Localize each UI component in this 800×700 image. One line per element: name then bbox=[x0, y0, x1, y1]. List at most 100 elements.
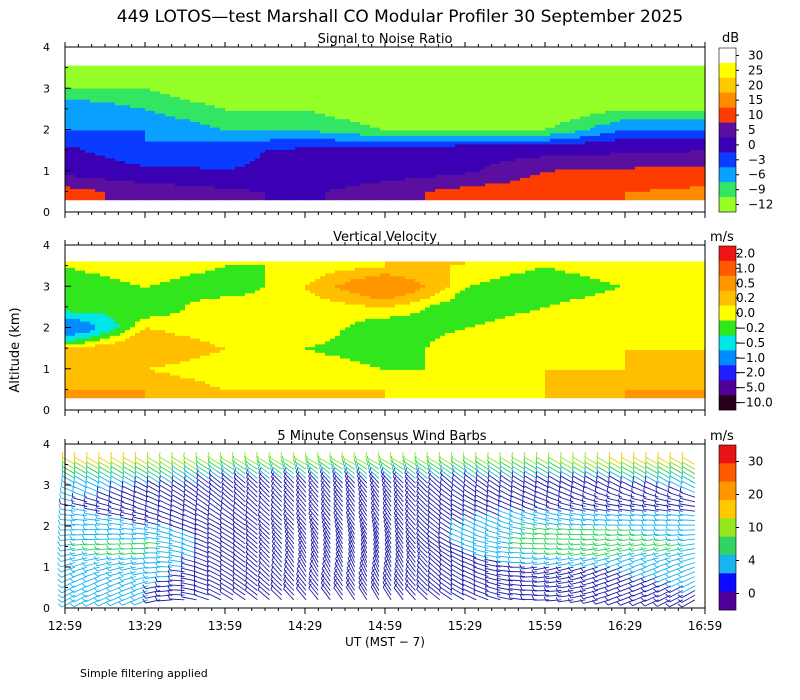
snr-cell bbox=[185, 96, 191, 100]
snr-cell bbox=[290, 76, 296, 81]
snr-cell bbox=[295, 124, 301, 128]
snr-cell bbox=[530, 82, 536, 86]
snr-cell bbox=[395, 71, 401, 75]
snr-cell bbox=[350, 110, 356, 114]
altitude-axis-label: Altitude (km) bbox=[8, 307, 23, 392]
snr-cell bbox=[310, 107, 316, 111]
snr-cell bbox=[500, 79, 506, 83]
snr-cell bbox=[295, 79, 301, 83]
snr-cell bbox=[185, 118, 191, 123]
snr-cell bbox=[255, 149, 261, 153]
snr-cell bbox=[565, 182, 571, 187]
snr-cell bbox=[130, 110, 136, 114]
snr-cell bbox=[570, 168, 576, 173]
snr-cell bbox=[305, 85, 311, 89]
snr-cell bbox=[125, 118, 131, 123]
snr-cell bbox=[475, 82, 481, 86]
snr-cell bbox=[230, 188, 236, 192]
snr-cell bbox=[430, 76, 436, 81]
snr-cell bbox=[80, 110, 86, 114]
snr-cell bbox=[525, 185, 531, 190]
snr-cell bbox=[495, 71, 501, 75]
snr-cell bbox=[575, 87, 581, 92]
snr-cell bbox=[145, 132, 151, 136]
snr-cell bbox=[360, 129, 366, 134]
snr-cell bbox=[185, 129, 191, 134]
snr-cell bbox=[250, 194, 256, 198]
snr-cell bbox=[365, 96, 371, 100]
snr-cell bbox=[525, 87, 531, 92]
snr-cell bbox=[420, 110, 426, 114]
snr-cell bbox=[420, 146, 426, 150]
snr-cell bbox=[360, 163, 366, 167]
snr-cell bbox=[435, 177, 441, 181]
snr-cell bbox=[65, 185, 71, 190]
snr-cell bbox=[235, 110, 241, 114]
snr-cell bbox=[350, 149, 356, 153]
snr-cell bbox=[235, 118, 241, 123]
snr-cell bbox=[515, 71, 521, 75]
snr-cell bbox=[350, 118, 356, 123]
snr-cell bbox=[360, 115, 366, 120]
snr-cell bbox=[440, 157, 446, 162]
snr-cell bbox=[270, 90, 276, 95]
snr-cell bbox=[400, 188, 406, 192]
snr-cell bbox=[140, 149, 146, 153]
snr-cell bbox=[475, 68, 481, 72]
snr-cell bbox=[580, 110, 586, 114]
snr-cell bbox=[375, 132, 381, 136]
snr-cell bbox=[120, 152, 126, 156]
snr-cell bbox=[450, 96, 456, 100]
snr-cell bbox=[510, 177, 516, 181]
snr-cell bbox=[130, 180, 136, 184]
snr-cell bbox=[515, 191, 521, 195]
snr-cell bbox=[410, 110, 416, 114]
snr-cell bbox=[365, 194, 371, 198]
snr-cell bbox=[390, 113, 396, 117]
snr-cell bbox=[135, 194, 141, 198]
snr-cell bbox=[545, 146, 551, 150]
snr-cell bbox=[75, 160, 81, 164]
snr-cell bbox=[410, 107, 416, 111]
snr-cell bbox=[385, 113, 391, 117]
snr-cell bbox=[320, 180, 326, 184]
snr-cell bbox=[400, 118, 406, 123]
snr-cell bbox=[510, 87, 516, 92]
snr-cell bbox=[575, 188, 581, 192]
snr-cell bbox=[465, 82, 471, 86]
snr-cell bbox=[530, 96, 536, 100]
snr-cell bbox=[585, 196, 591, 201]
snr-cell bbox=[540, 104, 546, 109]
snr-cell bbox=[290, 87, 296, 92]
snr-cell bbox=[270, 149, 276, 153]
snr-cell bbox=[415, 110, 421, 114]
snr-cell bbox=[335, 149, 341, 153]
snr-cell bbox=[390, 152, 396, 156]
snr-cell bbox=[175, 188, 181, 192]
snr-cell bbox=[115, 168, 121, 173]
snr-cell bbox=[230, 168, 236, 173]
snr-cell bbox=[205, 129, 211, 134]
snr-cell bbox=[150, 168, 156, 173]
snr-cell bbox=[260, 127, 266, 131]
snr-cell bbox=[150, 152, 156, 156]
snr-cell bbox=[320, 99, 326, 103]
snr-cell bbox=[365, 87, 371, 92]
snr-cell bbox=[135, 121, 141, 125]
snr-cell bbox=[90, 188, 96, 192]
snr-cell bbox=[405, 152, 411, 156]
snr-cell bbox=[445, 129, 451, 134]
snr-cell bbox=[555, 171, 561, 176]
snr-cell bbox=[200, 101, 206, 106]
snr-cell bbox=[150, 115, 156, 120]
snr-cell bbox=[295, 149, 301, 153]
snr-cell bbox=[385, 168, 391, 173]
snr-cell bbox=[260, 157, 266, 162]
snr-cell bbox=[365, 113, 371, 117]
snr-cell bbox=[420, 127, 426, 131]
snr-cell bbox=[255, 160, 261, 164]
snr-cell bbox=[255, 152, 261, 156]
snr-cell bbox=[330, 121, 336, 125]
snr-cell bbox=[370, 196, 376, 201]
snr-cell bbox=[365, 99, 371, 103]
